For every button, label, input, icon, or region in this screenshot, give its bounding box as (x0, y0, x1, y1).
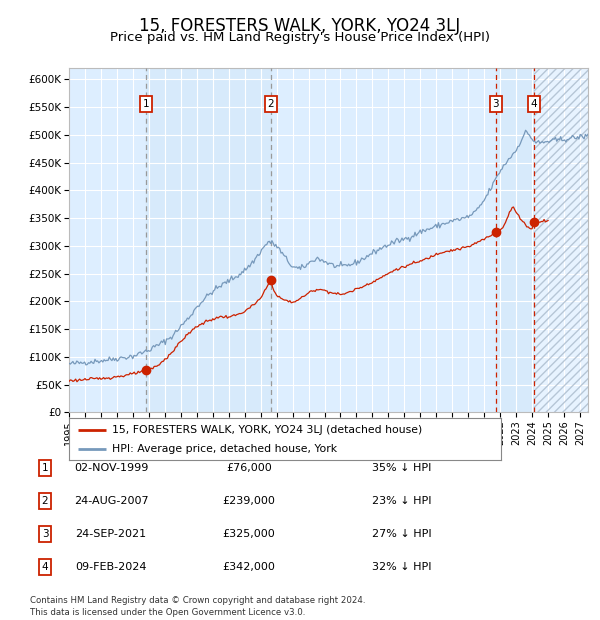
Text: £76,000: £76,000 (226, 463, 272, 473)
Text: £239,000: £239,000 (223, 496, 275, 506)
Text: 1: 1 (41, 463, 49, 473)
Text: Contains HM Land Registry data © Crown copyright and database right 2024.
This d: Contains HM Land Registry data © Crown c… (30, 596, 365, 618)
Text: £342,000: £342,000 (223, 562, 275, 572)
Text: 4: 4 (41, 562, 49, 572)
Bar (496, 68, 534, 412)
Text: 23% ↓ HPI: 23% ↓ HPI (372, 496, 431, 506)
Text: 15, FORESTERS WALK, YORK, YO24 3LJ (detached house): 15, FORESTERS WALK, YORK, YO24 3LJ (deta… (112, 425, 422, 435)
Text: 24-AUG-2007: 24-AUG-2007 (74, 496, 148, 506)
Text: 24-SEP-2021: 24-SEP-2021 (76, 529, 146, 539)
Text: 1: 1 (143, 99, 149, 109)
Text: HPI: Average price, detached house, York: HPI: Average price, detached house, York (112, 444, 337, 454)
Text: £325,000: £325,000 (223, 529, 275, 539)
Text: 15, FORESTERS WALK, YORK, YO24 3LJ: 15, FORESTERS WALK, YORK, YO24 3LJ (139, 17, 461, 35)
Bar (534, 68, 588, 412)
Text: 4: 4 (530, 99, 537, 109)
Text: 3: 3 (41, 529, 49, 539)
Text: 09-FEB-2024: 09-FEB-2024 (75, 562, 147, 572)
Text: Price paid vs. HM Land Registry's House Price Index (HPI): Price paid vs. HM Land Registry's House … (110, 31, 490, 44)
Bar (534, 68, 588, 412)
Text: 35% ↓ HPI: 35% ↓ HPI (372, 463, 431, 473)
Text: 02-NOV-1999: 02-NOV-1999 (74, 463, 148, 473)
Text: 27% ↓ HPI: 27% ↓ HPI (372, 529, 431, 539)
Bar (146, 68, 271, 412)
Text: 2: 2 (268, 99, 274, 109)
Text: 32% ↓ HPI: 32% ↓ HPI (372, 562, 431, 572)
Text: 2: 2 (41, 496, 49, 506)
Text: 3: 3 (493, 99, 499, 109)
